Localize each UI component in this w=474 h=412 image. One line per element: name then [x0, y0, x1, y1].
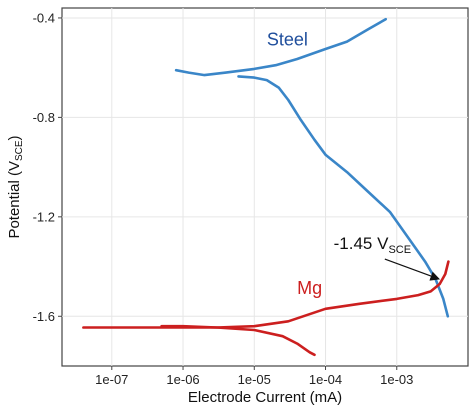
annotations: Steel Mg -1.45 VSCE — [267, 29, 440, 298]
plot-panel — [61, 7, 469, 367]
x-tick-label: 1e-03 — [380, 372, 413, 387]
y-tick-label: -0.8 — [33, 110, 55, 125]
y-axis-title-main: Potential (V — [6, 161, 23, 239]
y-tick-label: -1.2 — [33, 209, 55, 224]
y-axis-title-end: ) — [6, 135, 23, 140]
ticks: 1e-07 1e-06 1e-05 1e-04 1e-03 -0.4 -0.8 -1.2 -1.… — [33, 10, 414, 387]
callout-label: -1.45 VSCE — [334, 234, 411, 256]
steel-curve-1 — [174, 17, 387, 77]
steel-curve-2 — [237, 75, 450, 318]
callout-label-sub: SCE — [388, 244, 411, 256]
callout-label-main: -1.45 V — [334, 234, 389, 253]
y-tick-label: -1.6 — [33, 309, 55, 324]
x-tick-label: 1e-05 — [238, 372, 271, 387]
series-lines — [82, 17, 450, 357]
y-axis-title: Potential (VSCE) — [6, 135, 25, 238]
steel-label: Steel — [267, 29, 308, 49]
callout-arrow — [384, 258, 440, 281]
mg-curve-2 — [160, 324, 316, 357]
mg-label: Mg — [297, 278, 322, 298]
x-tick-label: 1e-04 — [309, 372, 342, 387]
x-tick-label: 1e-06 — [166, 372, 199, 387]
x-tick-label: 1e-07 — [95, 372, 128, 387]
y-axis-title-sub: SCE — [14, 140, 25, 161]
x-axis-title: Electrode Current (mA) — [188, 389, 342, 406]
y-tick-label: -0.4 — [33, 10, 55, 25]
